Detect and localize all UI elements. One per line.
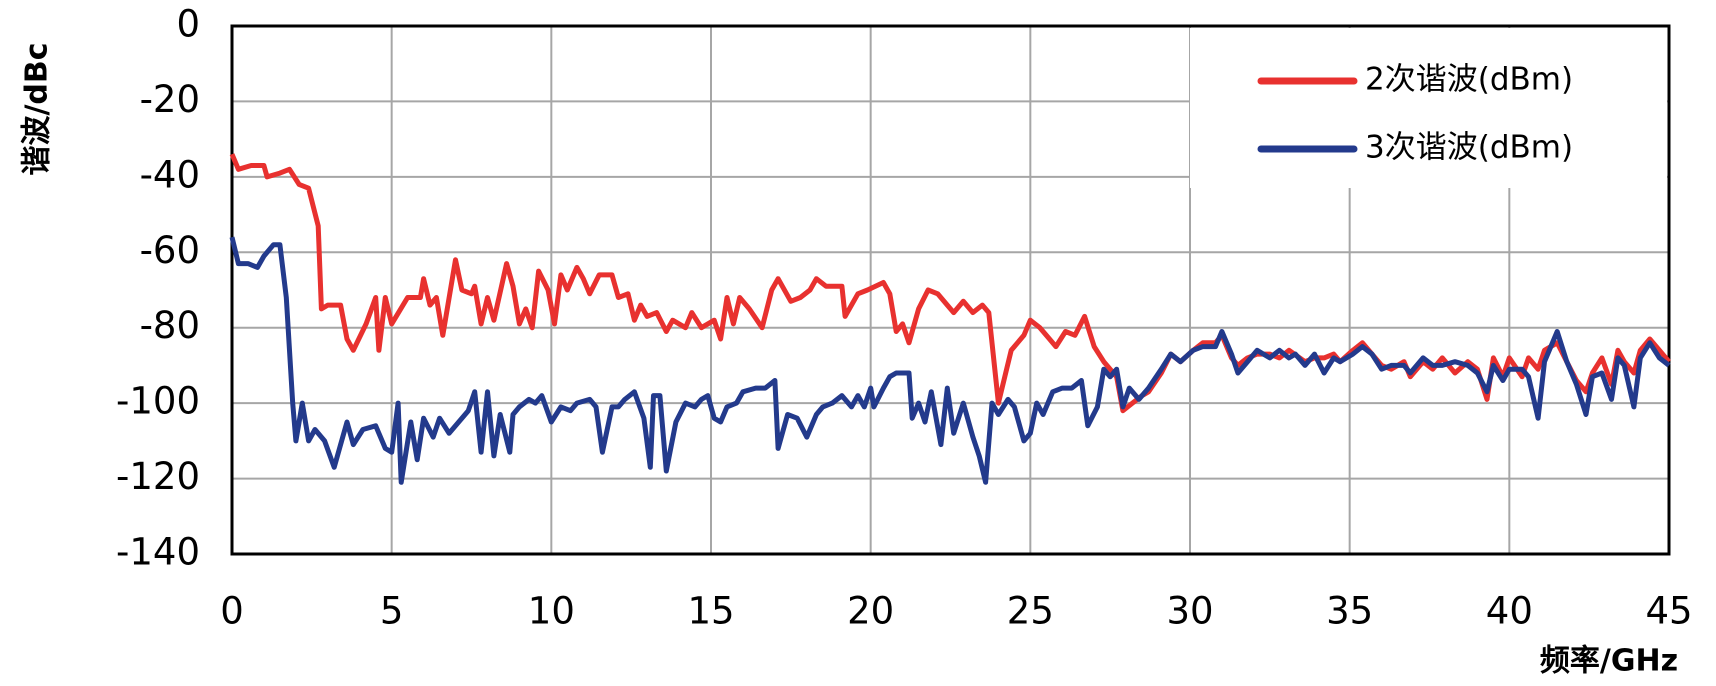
- x-tick-label: 45: [1645, 590, 1692, 633]
- y-tick-label: -140: [116, 531, 200, 574]
- plot-frame: [230, 24, 1671, 556]
- x-tick-label: 35: [1326, 590, 1373, 633]
- x-axis-title: 频率/GHz: [1540, 644, 1678, 679]
- y-tick-label: -40: [140, 153, 200, 196]
- x-tick-label: 40: [1486, 590, 1533, 633]
- x-tick-label: 30: [1166, 590, 1213, 633]
- y-axis-title: 谐波/dBc: [20, 42, 55, 175]
- y-tick-label: -80: [140, 304, 200, 347]
- x-tick-label: 20: [847, 590, 894, 633]
- y-tick-label: 0: [176, 3, 200, 46]
- y-tick-label: -100: [116, 380, 200, 423]
- x-tick-label: 5: [380, 590, 404, 633]
- y-tick-label: -60: [140, 229, 200, 272]
- y-tick-label: -120: [116, 455, 200, 498]
- x-tick-label: 25: [1007, 590, 1054, 633]
- y-tick-label: -20: [140, 78, 200, 121]
- legend-box: [1190, 28, 1667, 188]
- legend-label: 3次谐波(dBm): [1365, 130, 1573, 166]
- data-line: [229, 153, 1671, 414]
- x-tick-label: 10: [528, 590, 575, 633]
- legend-label: 2次谐波(dBm): [1365, 62, 1573, 98]
- x-tick-label: 0: [220, 590, 244, 633]
- data-line: [229, 236, 1671, 485]
- x-tick-label: 15: [687, 590, 734, 633]
